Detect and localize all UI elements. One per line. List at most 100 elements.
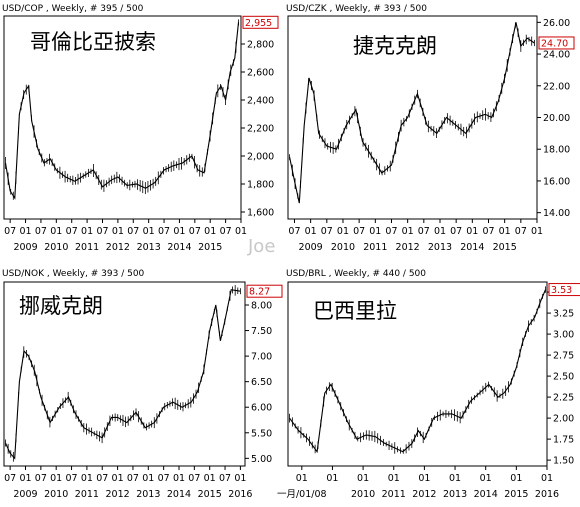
year-label: 2010 [44, 242, 68, 253]
year-label: 2010 [351, 489, 375, 500]
year-label: 2011 [382, 489, 406, 500]
x-tick-label: 07 [35, 473, 47, 484]
x-tick-label: 01 [418, 473, 430, 484]
year-label: 2016 [535, 489, 559, 500]
x-tick-label: 01 [541, 473, 553, 484]
x-tick-label: 07 [127, 226, 139, 237]
last-price-box [548, 283, 580, 297]
x-tick-label: 01 [173, 473, 185, 484]
x-tick-label: 07 [321, 226, 333, 237]
x-tick-label: 07 [35, 226, 47, 237]
x-tick-label: 07 [418, 226, 430, 237]
x-tick-label: 01 [369, 226, 381, 237]
y-tick-label: 2.00 [553, 414, 574, 425]
y-tick-label: 1,600 [247, 208, 274, 219]
x-tick-label: 01 [296, 473, 308, 484]
last-price-box [538, 36, 575, 50]
x-tick-label: 01 [357, 473, 369, 484]
x-tick-label: 01 [19, 226, 31, 237]
x-tick-label: 07 [65, 473, 77, 484]
y-tick-label: 2,600 [247, 68, 274, 79]
year-label: 2013 [136, 489, 160, 500]
x-tick-label: 01 [50, 226, 62, 237]
x-tick-label: 01 [81, 473, 93, 484]
x-tick-label: 07 [66, 226, 78, 237]
chart-header: USD/BRL , Weekly, # 440 / 500 [286, 269, 426, 279]
y-tick-label: 7.00 [251, 352, 272, 363]
overlay-title: 哥倫比亞披索 [30, 30, 156, 54]
x-tick-label: 01 [204, 226, 216, 237]
year-label: 2015 [493, 242, 517, 253]
year-label: 2014 [167, 489, 191, 500]
y-tick-label: 3.00 [553, 330, 574, 341]
year-label: 2016 [228, 489, 252, 500]
y-tick-label: 6.00 [251, 403, 272, 414]
y-tick-label: 7.50 [251, 326, 272, 337]
y-tick-label: 16.00 [543, 176, 570, 187]
x-tick-label: 01 [142, 473, 154, 484]
x-tick-label: 07 [385, 226, 397, 237]
x-tick-label: 07 [158, 473, 170, 484]
last-price-label: 24.70 [541, 38, 568, 49]
year-label: 2011 [75, 242, 99, 253]
chart-header: USD/NOK , Weekly, # 393 / 500 [2, 269, 145, 279]
x-tick-label: 07 [220, 226, 232, 237]
y-tick-label: 8.00 [251, 301, 272, 312]
x-tick-label: 01 [480, 473, 492, 484]
year-label: 2013 [137, 242, 161, 253]
chart-header: USD/CZK , Weekly, # 393 / 500 [286, 4, 427, 14]
last-price-box [246, 284, 283, 298]
year-label: 一月/01/08 [277, 489, 327, 500]
x-tick-label: 01 [434, 226, 446, 237]
x-tick-label: 01 [531, 226, 543, 237]
year-label: 2014 [474, 489, 498, 500]
watermark: Joe [247, 236, 275, 257]
chart-header: USD/COP , Weekly, # 395 / 500 [2, 4, 144, 14]
x-tick-label: 07 [127, 473, 139, 484]
y-tick-label: 26.00 [543, 18, 570, 29]
x-tick-label: 01 [326, 473, 338, 484]
x-tick-label: 07 [158, 226, 170, 237]
overlay-title: 巴西里拉 [313, 299, 397, 323]
x-tick-label: 01 [204, 473, 216, 484]
price-bars [289, 22, 535, 199]
plot-frame [3, 15, 242, 220]
x-tick-label: 01 [19, 473, 31, 484]
year-label: 2014 [167, 242, 191, 253]
x-tick-label: 01 [173, 226, 185, 237]
x-tick-label: 01 [402, 226, 414, 237]
x-tick-label: 01 [499, 226, 511, 237]
x-tick-label: 07 [219, 473, 231, 484]
y-tick-label: 3.25 [553, 309, 574, 320]
last-price-label: 2,955 [245, 18, 272, 29]
x-tick-label: 01 [235, 226, 247, 237]
x-tick-label: 07 [189, 226, 201, 237]
year-label: 2012 [106, 242, 130, 253]
year-label: 2013 [443, 489, 467, 500]
x-tick-label: 07 [450, 226, 462, 237]
year-label: 2015 [198, 489, 222, 500]
x-tick-label: 01 [112, 226, 124, 237]
x-tick-label: 07 [4, 226, 16, 237]
year-label: 2009 [299, 242, 323, 253]
last-price-label: 8.27 [249, 287, 270, 298]
year-label: 2013 [428, 242, 452, 253]
x-tick-label: 01 [50, 473, 62, 484]
x-tick-label: 01 [337, 226, 349, 237]
x-tick-label: 07 [482, 226, 494, 237]
x-tick-label: 07 [515, 226, 527, 237]
y-tick-label: 2.75 [553, 351, 574, 362]
y-tick-label: 24.00 [543, 50, 570, 61]
y-tick-label: 5.50 [251, 428, 272, 439]
x-tick-label: 01 [388, 473, 400, 484]
plot-frame [3, 281, 246, 467]
y-tick-label: 2,800 [247, 40, 274, 51]
series-line [289, 22, 535, 204]
year-label: 2009 [13, 242, 37, 253]
year-label: 2011 [75, 489, 99, 500]
y-tick-label: 1,800 [247, 180, 274, 191]
y-tick-label: 2.50 [553, 372, 574, 383]
overlay-title: 捷克克朗 [353, 34, 437, 58]
y-tick-label: 2,200 [247, 124, 274, 135]
